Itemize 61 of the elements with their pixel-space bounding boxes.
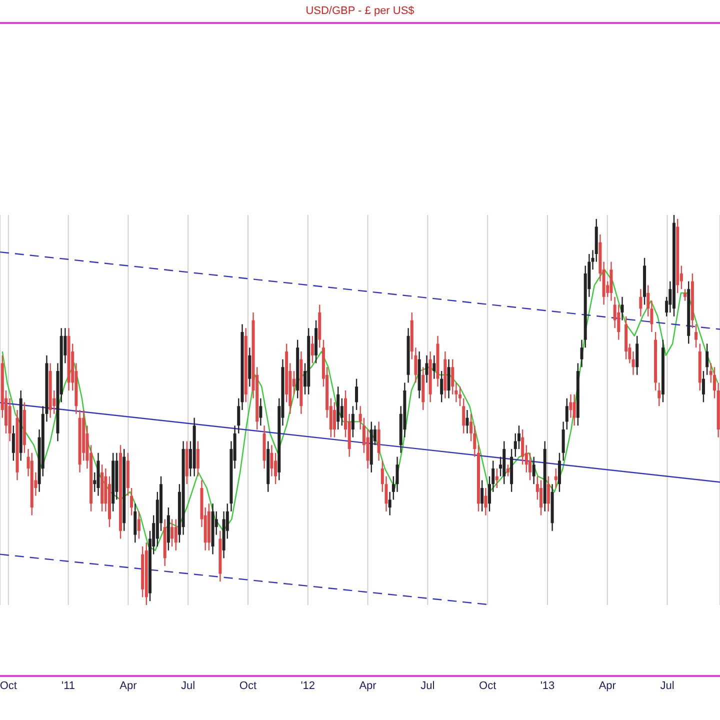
candlestick (134, 503, 137, 544)
candlestick (480, 480, 484, 512)
x-tick-label: Jul (660, 680, 674, 692)
candlestick (432, 354, 436, 380)
candlestick (440, 370, 444, 403)
x-tick-label: Oct (479, 680, 496, 692)
candlestick (521, 428, 524, 466)
x-tick-label: '13 (540, 680, 555, 692)
candlestick (706, 343, 709, 376)
x-tick-label: Apr (120, 680, 138, 692)
candlestick (270, 444, 274, 477)
candlestick (366, 428, 370, 470)
candlestick (388, 491, 392, 516)
candlestick (506, 464, 510, 477)
candlestick (532, 456, 536, 485)
candlestick (466, 409, 469, 434)
candlestick (610, 261, 613, 302)
candlestick (248, 347, 252, 388)
candlestick (484, 487, 488, 516)
candlestick (546, 476, 550, 512)
x-tick-label: Apr (359, 680, 377, 692)
candlestick (425, 354, 428, 384)
candlestick (310, 335, 314, 364)
x-tick-label: '12 (300, 680, 316, 692)
candlestick (355, 378, 358, 411)
candlestick (340, 398, 344, 426)
candlestick (196, 440, 200, 477)
candlestick (458, 386, 462, 407)
x-tick-label: '11 (62, 680, 76, 692)
candlestick (540, 480, 543, 516)
x-tick-label: Apr (598, 680, 616, 692)
candlestick (137, 510, 140, 540)
candlestick (130, 487, 134, 516)
candlestick (658, 382, 661, 407)
candlestick (447, 358, 450, 399)
candlestick (12, 425, 15, 462)
x-tick-label: Jul (181, 680, 196, 692)
candlestick (462, 398, 466, 434)
candlestick (569, 394, 572, 418)
candlestick (639, 288, 642, 317)
x-tick-label: Oct (0, 680, 17, 692)
candlestick (396, 456, 399, 492)
candlestick (174, 518, 178, 551)
x-tick-label: Oct (239, 680, 257, 692)
x-tick-label: Jul (420, 680, 435, 692)
candlestick (684, 288, 687, 302)
candlestick (565, 398, 568, 430)
chart-title: USD/GBP - £ per US$ (0, 0, 720, 24)
candlestick (562, 421, 565, 462)
candlestick (580, 339, 584, 368)
candlestick (694, 324, 698, 348)
candlestick (702, 370, 705, 403)
candlestick (558, 452, 561, 492)
candlestick (332, 402, 336, 438)
candlestick (620, 296, 624, 321)
candlestick (572, 394, 576, 426)
candlestick (170, 518, 174, 548)
candlestick (259, 398, 262, 426)
candlestick (636, 335, 639, 376)
candlestick (351, 406, 354, 438)
candlestick (377, 421, 380, 462)
